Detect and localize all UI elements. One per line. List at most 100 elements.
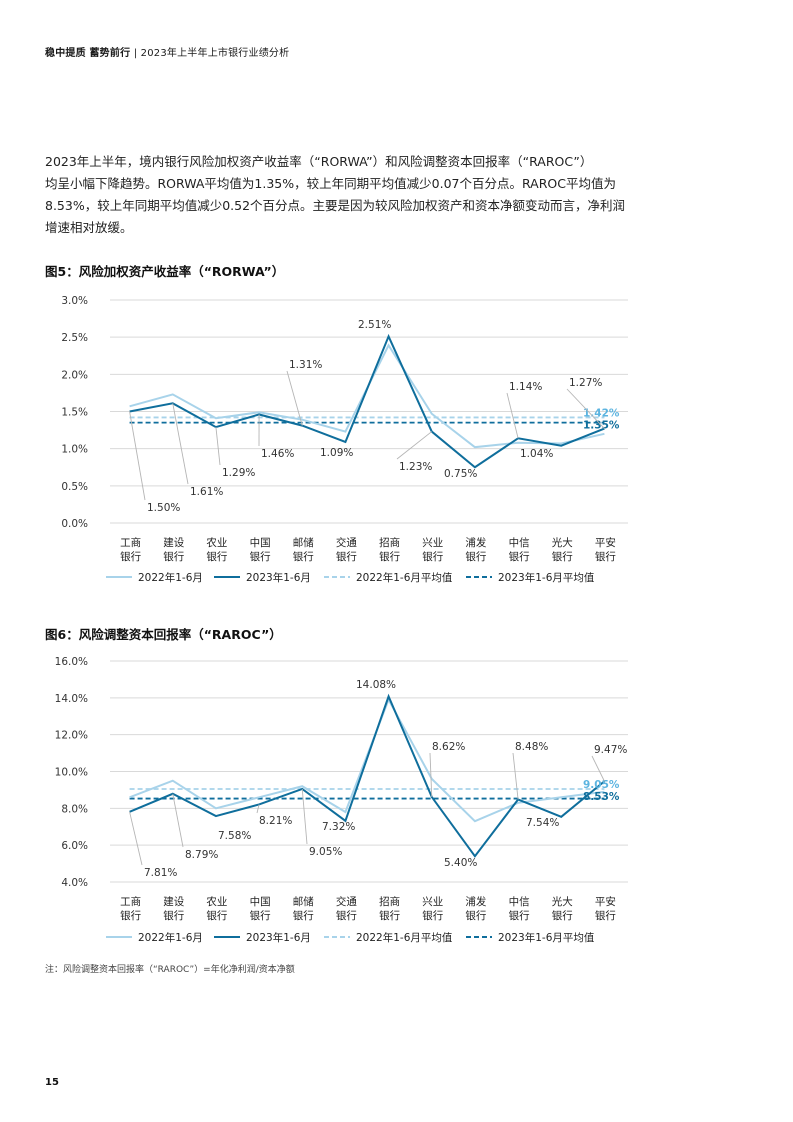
data-label: 7.81% (144, 867, 177, 879)
header-separator: | (133, 48, 141, 59)
data-label: 1.29% (222, 467, 255, 479)
data-label: 1.31% (289, 359, 322, 371)
x-tick-label: 农业 (206, 536, 227, 549)
x-tick-label: 工商 (120, 536, 141, 549)
y-tick-label: 6.0% (61, 840, 88, 852)
x-tick-label: 银行 (293, 550, 314, 563)
x-tick-label: 光大 (552, 536, 573, 549)
leader-line (256, 804, 260, 814)
y-tick-label: 10.0% (55, 767, 88, 779)
x-tick-label: 银行 (509, 909, 530, 922)
x-tick-label: 平安 (595, 895, 616, 908)
legend: 2022年1-6月 2023年1-6月 2022年1-6月平均值 2023年1-6月平… (106, 571, 595, 584)
data-label: 9.47% (594, 744, 627, 756)
x-tick-label: 浦发 (465, 536, 486, 549)
y-tick-label: 4.0% (61, 877, 88, 889)
x-tick-label: 银行 (336, 909, 357, 922)
header-bold: 稳中提质 蓄势前行 (45, 48, 131, 59)
leader-line (506, 392, 519, 439)
x-tick-label: 银行 (163, 550, 184, 563)
x-tick-label: 银行 (379, 550, 400, 563)
series-line-2023 (129, 333, 605, 469)
legend-label: 2023年1-6月平均值 (498, 571, 595, 584)
x-tick-label: 银行 (465, 550, 486, 563)
data-label: 1.14% (509, 381, 542, 393)
legend-label: 2022年1-6月平均值 (356, 931, 453, 944)
x-tick-label: 中国 (250, 895, 271, 908)
x-tick-label: 建设 (163, 536, 184, 549)
data-label: 1.27% (569, 377, 602, 389)
leader-line (396, 431, 433, 460)
x-tick-label: 银行 (336, 550, 357, 563)
y-tick-label: 14.0% (55, 693, 88, 705)
y-tick-label: 1.0% (61, 444, 88, 456)
intro-line: 8.53%，较上年同期平均值减少0.52个百分点。主要是因为较风险加权资产和资本… (45, 198, 626, 213)
data-label: 2.51% (358, 319, 391, 331)
average-label-2023: 8.53% (583, 791, 620, 803)
intro-line: 2023年上半年，境内银行风险加权资产收益率（“RORWA”）和风险调整资本回报… (45, 154, 593, 169)
x-tick-label: 招商 (379, 536, 400, 549)
y-tick-label: 0.0% (61, 518, 88, 530)
data-label: 1.46% (261, 448, 294, 460)
x-tick-label: 兴业 (422, 896, 443, 908)
leader-line (172, 403, 189, 485)
data-label: 0.75% (444, 468, 477, 480)
x-tick-label: 农业 (206, 895, 227, 908)
leader-line (591, 755, 605, 782)
x-tick-label: 银行 (465, 909, 486, 922)
leader-line (129, 811, 143, 866)
data-label: 1.61% (190, 486, 223, 498)
y-tick-label: 1.5% (61, 407, 88, 419)
x-tick-label: 银行 (250, 909, 271, 922)
x-tick-label: 银行 (206, 909, 227, 922)
x-tick-label: 中信 (509, 536, 530, 549)
x-tick-label: 光大 (552, 895, 573, 908)
footnote: 注：风险调整资本回报率（“RAROC”）=年化净利润/资本净额 (45, 965, 295, 975)
x-tick-label: 银行 (509, 550, 530, 563)
data-label: 1.50% (147, 502, 180, 514)
chart-6: 4.0%6.0%8.0%10.0%12.0%14.0%16.0%9.05%8.5… (55, 656, 628, 944)
data-label: 14.08% (356, 679, 396, 691)
series-line-2023 (129, 693, 606, 858)
data-label: 1.04% (520, 448, 553, 460)
x-tick-label: 交通 (336, 536, 357, 549)
header-subtitle: 2023年上半年上市银行业绩分析 (140, 48, 290, 59)
figure-5-title: 图5：风险加权资产收益率（“RORWA”） (45, 264, 285, 279)
page-number: 15 (45, 1077, 59, 1088)
legend: 2022年1-6月 2023年1-6月 2022年1-6月平均值 2023年1-6月平… (106, 931, 595, 944)
chart-5: 0.0%0.5%1.0%1.5%2.0%2.5%3.0%1.42%1.35%1.… (61, 295, 628, 584)
intro-line: 均呈小幅下降趋势。RORWA平均值为1.35%，较上年同期平均值减少0.07个百… (45, 176, 616, 191)
x-tick-label: 银行 (120, 909, 141, 922)
figure-6-title: 图6：风险调整资本回报率（“RAROC”） (45, 627, 282, 642)
legend-label: 2022年1-6月 (138, 571, 203, 584)
y-tick-label: 16.0% (55, 656, 88, 668)
x-tick-label: 邮储 (293, 536, 314, 549)
y-tick-label: 8.0% (61, 803, 88, 815)
y-tick-label: 2.0% (61, 369, 88, 381)
y-tick-label: 0.5% (61, 481, 88, 493)
x-tick-label: 银行 (250, 550, 271, 563)
x-tick-label: 建设 (163, 895, 184, 908)
x-tick-label: 银行 (293, 909, 314, 922)
leader-line (429, 752, 433, 797)
x-tick-label: 银行 (552, 909, 573, 922)
intro-paragraph: 2023年上半年，境内银行风险加权资产收益率（“RORWA”）和风险调整资本回报… (45, 151, 665, 239)
x-tick-label: 邮储 (293, 895, 314, 908)
legend-label: 2022年1-6月平均值 (356, 571, 453, 584)
data-label: 8.21% (259, 815, 292, 827)
leader-line (172, 793, 184, 848)
x-tick-label: 交通 (336, 895, 357, 908)
leader-line (566, 388, 605, 429)
data-label: 8.62% (432, 741, 465, 753)
data-label: 8.48% (515, 741, 548, 753)
page-header: 稳中提质 蓄势前行 | 2023年上半年上市银行业绩分析 (45, 44, 289, 59)
x-tick-label: 银行 (422, 909, 443, 922)
leader-line (215, 427, 221, 466)
x-tick-label: 中国 (250, 536, 271, 549)
x-tick-label: 银行 (206, 550, 227, 563)
series-line-2022 (129, 343, 605, 449)
average-label-2022: 9.05% (583, 779, 620, 791)
intro-line: 增速相对放缓。 (45, 220, 133, 235)
average-label-2022: 1.42% (583, 407, 620, 419)
